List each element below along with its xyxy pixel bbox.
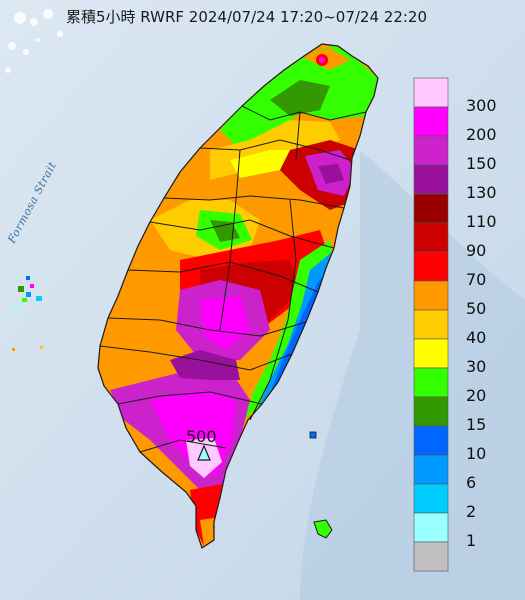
legend-label: 150: [466, 154, 497, 173]
legend-label: 300: [466, 96, 497, 115]
max-rainfall-value: 500: [186, 427, 217, 446]
legend-swatch: [413, 251, 449, 282]
legend-swatch: [413, 338, 449, 369]
legend-colorbar: [413, 77, 449, 572]
legend-swatch: [413, 135, 449, 166]
legend-label: 20: [466, 386, 487, 405]
legend-label: 90: [466, 241, 487, 260]
legend-label: 70: [466, 270, 487, 289]
taiwan-coastline: [97, 43, 379, 549]
legend-swatch: [413, 541, 449, 572]
legend-swatch: [413, 367, 449, 398]
legend-label: 130: [466, 183, 497, 202]
legend-swatch: [413, 222, 449, 253]
legend-label: 110: [466, 212, 497, 231]
legend-label: 40: [466, 328, 487, 347]
legend-label: 200: [466, 125, 497, 144]
legend-swatch: [413, 396, 449, 427]
legend-swatch: [413, 425, 449, 456]
legend-label: 15: [466, 415, 487, 434]
legend-label: 10: [466, 444, 487, 463]
legend-swatch: [413, 309, 449, 340]
legend-swatch: [413, 512, 449, 543]
ocean-shelf: [300, 150, 525, 600]
green-island: [309, 431, 317, 439]
legend-swatch: [413, 454, 449, 485]
legend-label: 6: [466, 473, 477, 492]
legend-swatch: [413, 164, 449, 195]
legend-label: 30: [466, 357, 487, 376]
legend-swatch: [413, 193, 449, 224]
penghu-echoes: [12, 276, 43, 351]
map-title: 累積5小時 RWRF 2024/07/24 17:20~07/24 22:20: [66, 8, 428, 26]
legend-swatch: [413, 106, 449, 137]
legend-label: 1: [466, 531, 477, 550]
county-borders: [99, 105, 367, 453]
legend-swatch: [413, 483, 449, 514]
legend-swatch: [413, 280, 449, 311]
orchid-island: [313, 519, 333, 539]
legend-swatch: [413, 77, 449, 108]
legend-label: 2: [466, 502, 477, 521]
max-rainfall-marker-icon: [197, 444, 211, 461]
cloud-echoes: [5, 9, 63, 73]
legend-label: 50: [466, 299, 487, 318]
